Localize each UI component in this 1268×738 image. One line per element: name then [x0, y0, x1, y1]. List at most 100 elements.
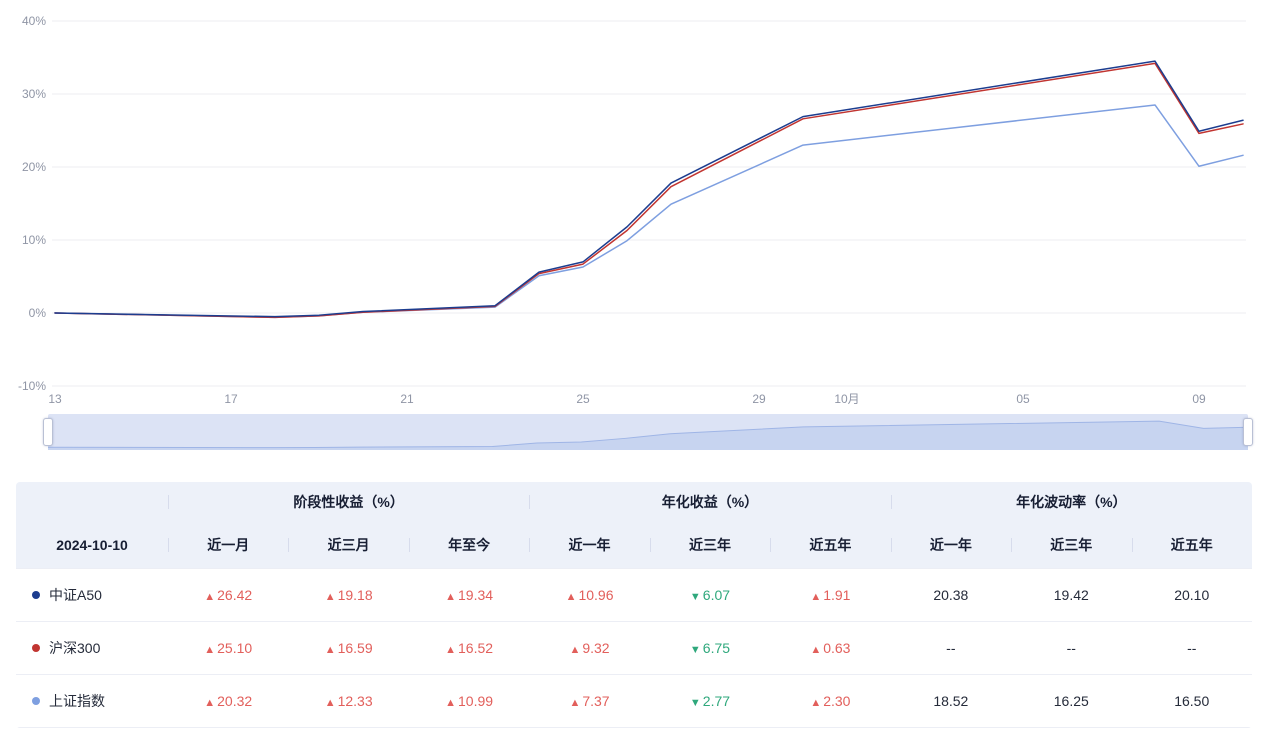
metric-cell: ▲ 7.37 [529, 674, 650, 728]
performance-chart-area[interactable]: 40% 30% 20% 10% 0% -10% 13 17 21 25 29 10月 05 09 [0, 0, 1268, 408]
trend-up-icon: ▲ [569, 697, 581, 709]
index-row: 中证A50 ▲ 26.42 ▲ 19.18 ▲ 19.34 ▲ 10.96 ▼ 6.07 ▲ 1.91 2… [16, 568, 1252, 622]
metric-cell: ▲ 26.42 [168, 568, 289, 622]
date-header: 2024-10-10 [16, 522, 168, 569]
trend-up-icon: ▲ [204, 591, 216, 603]
col-header-vol-3y: 近三年 [1011, 522, 1132, 569]
slider-area-outline [48, 420, 1248, 449]
series-line-沪深300 [54, 62, 1244, 319]
trend-up-icon: ▲ [810, 644, 822, 656]
group-header-annualized-return: 年化收益（%） [529, 482, 891, 522]
metric-cell: -- [1131, 621, 1252, 675]
slider-area-fill [48, 421, 1248, 450]
col-header-vol-5y: 近五年 [1131, 522, 1252, 569]
col-header-3m: 近三月 [288, 522, 409, 569]
series-color-dot [32, 697, 40, 705]
series-color-dot [32, 644, 40, 652]
col-header-vol-1y: 近一年 [890, 522, 1012, 569]
metric-cell: ▲ 2.30 [770, 674, 891, 728]
x-axis-tick-label: 25 [576, 392, 590, 406]
metric-cell: ▼ 6.75 [649, 621, 771, 675]
slider-left-handle[interactable] [43, 418, 53, 446]
trend-up-icon: ▲ [324, 697, 336, 709]
slider-right-handle[interactable] [1243, 418, 1253, 446]
trend-up-icon: ▲ [445, 591, 457, 603]
index-row: 沪深300 ▲ 25.10 ▲ 16.59 ▲ 16.52 ▲ 9.32 ▼ 6.75 ▲ 0.63 --… [16, 621, 1252, 675]
metric-cell: -- [1011, 621, 1132, 675]
x-axis-tick-label: 21 [400, 392, 414, 406]
index-name: 沪深300 [49, 640, 101, 656]
y-axis-tick-label: 30% [22, 87, 46, 101]
trend-up-icon: ▲ [204, 697, 216, 709]
col-header-ytd: 年至今 [408, 522, 530, 569]
y-axis-tick-label: 10% [22, 233, 46, 247]
trend-up-icon: ▲ [324, 644, 336, 656]
trend-up-icon: ▲ [810, 591, 822, 603]
trend-up-icon: ▲ [565, 591, 577, 603]
metric-cell: ▲ 1.91 [770, 568, 891, 622]
y-axis-tick-label: 0% [29, 306, 47, 320]
index-name-cell: 中证A50 [16, 568, 168, 622]
trend-up-icon: ▲ [324, 591, 336, 603]
performance-line-chart[interactable]: 40% 30% 20% 10% 0% -10%13 17 21 25 29 10月 05 09 [0, 0, 1268, 408]
metric-cell: ▲ 16.52 [408, 621, 530, 675]
trend-up-icon: ▲ [445, 697, 457, 709]
trend-down-icon: ▼ [689, 644, 701, 656]
trend-up-icon: ▲ [204, 644, 216, 656]
table-column-header-row: 2024-10-10 近一月 近三月 年至今 近一年 近三年 近五年 近一年 近… [16, 522, 1252, 569]
index-name-cell: 上证指数 [16, 674, 168, 728]
x-axis-tick-label: 17 [224, 392, 238, 406]
col-header-1m: 近一月 [168, 522, 289, 569]
x-axis-tick-label: 09 [1192, 392, 1206, 406]
metric-cell: ▲ 10.99 [408, 674, 530, 728]
index-name: 中证A50 [49, 587, 102, 603]
metric-cell: ▼ 6.07 [649, 568, 771, 622]
group-header-periodic-return: 阶段性收益（%） [168, 482, 530, 522]
x-axis-tick-label: 10月 [834, 392, 859, 406]
x-axis-tick-label: 13 [48, 392, 62, 406]
col-header-1y: 近一年 [529, 522, 650, 569]
index-name-cell: 沪深300 [16, 621, 168, 675]
y-axis-tick-label: -10% [18, 379, 46, 393]
metric-cell: ▲ 25.10 [168, 621, 289, 675]
metric-cell: ▲ 16.59 [288, 621, 409, 675]
metric-cell: ▲ 10.96 [529, 568, 650, 622]
metric-cell: 16.50 [1131, 674, 1252, 728]
metric-cell: ▲ 20.32 [168, 674, 289, 728]
index-row: 上证指数 ▲ 20.32 ▲ 12.33 ▲ 10.99 ▲ 7.37 ▼ 2.77 ▲ 2.30 18.… [16, 674, 1252, 728]
trend-down-icon: ▼ [689, 591, 701, 603]
x-axis-tick-label: 29 [752, 392, 766, 406]
metric-cell: 18.52 [890, 674, 1012, 728]
trend-up-icon: ▲ [810, 697, 822, 709]
index-name: 上证指数 [49, 693, 105, 709]
metric-cell: ▲ 12.33 [288, 674, 409, 728]
series-color-dot [32, 591, 40, 599]
y-axis-tick-label: 40% [22, 14, 46, 28]
col-header-5y: 近五年 [770, 522, 891, 569]
series-line-中证A50 [54, 60, 1244, 318]
table-header: 阶段性收益（%） 年化收益（%） 年化波动率（%） 2024-10-10 近一月… [16, 482, 1252, 569]
trend-down-icon: ▼ [689, 697, 701, 709]
metric-cell: ▲ 19.34 [408, 568, 530, 622]
table-body: 中证A50 ▲ 26.42 ▲ 19.18 ▲ 19.34 ▲ 10.96 ▼ 6.07 ▲ 1.91 2… [16, 568, 1252, 728]
group-header-annualized-volatility: 年化波动率（%） [890, 482, 1252, 522]
metric-cell: ▲ 9.32 [529, 621, 650, 675]
metric-cell: ▲ 0.63 [770, 621, 891, 675]
metric-cell: ▼ 2.77 [649, 674, 771, 728]
metric-cell: -- [890, 621, 1012, 675]
metric-cell: 20.10 [1131, 568, 1252, 622]
x-axis-tick-label: 05 [1016, 392, 1030, 406]
date-range-slider[interactable] [43, 414, 1253, 450]
y-axis-tick-label: 20% [22, 160, 46, 174]
index-metrics-table: 阶段性收益（%） 年化收益（%） 年化波动率（%） 2024-10-10 近一月… [16, 482, 1252, 728]
metric-cell: 16.25 [1011, 674, 1132, 728]
index-metrics-table-wrap: 阶段性收益（%） 年化收益（%） 年化波动率（%） 2024-10-10 近一月… [16, 482, 1252, 728]
col-header-3y: 近三年 [649, 522, 771, 569]
metric-cell: 20.38 [890, 568, 1012, 622]
trend-up-icon: ▲ [569, 644, 581, 656]
trend-up-icon: ▲ [445, 644, 457, 656]
table-group-header-row: 阶段性收益（%） 年化收益（%） 年化波动率（%） [16, 482, 1252, 522]
metric-cell: ▲ 19.18 [288, 568, 409, 622]
metric-cell: 19.42 [1011, 568, 1132, 622]
group-header-spacer [16, 482, 168, 522]
